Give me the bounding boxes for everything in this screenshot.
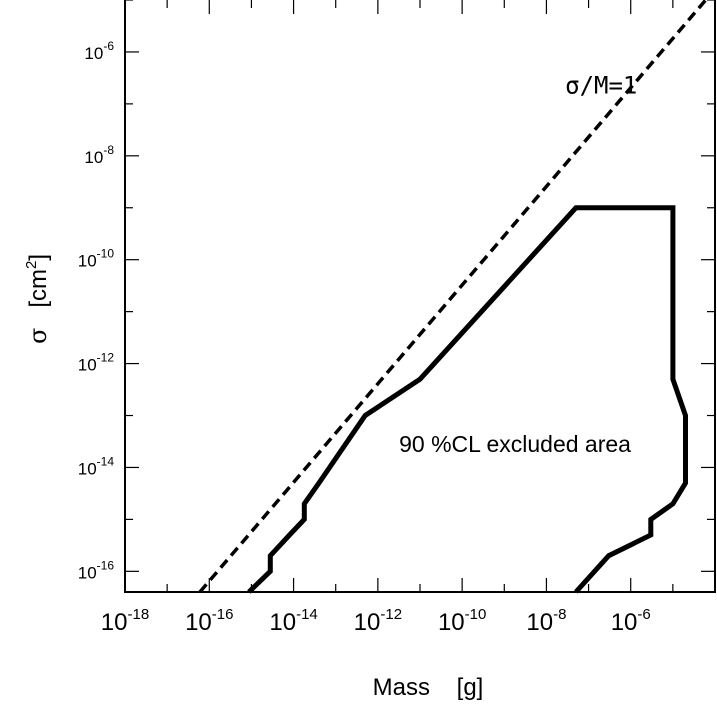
x-tick-label: 10-8: [526, 606, 566, 636]
x-tick-label: 10-10: [438, 606, 486, 636]
x-tick-label-base: 10: [101, 609, 128, 636]
annotation-excluded-area: 90 %CL excluded area: [399, 431, 631, 457]
x-tick-label: 10-12: [354, 606, 402, 636]
x-tick-label-exp: -12: [380, 606, 402, 623]
x-tick-label-exp: -10: [465, 606, 487, 623]
x-tick-label-exp: -18: [128, 606, 150, 623]
y-tick-label-exp: -10: [97, 247, 115, 261]
x-tick-label-base: 10: [269, 609, 296, 636]
y-tick-label-exp: -14: [97, 454, 115, 468]
y-axis-title-unit-sup: 2: [23, 261, 40, 269]
y-tick-label-base: 10: [78, 356, 97, 375]
annotation-layer: σ/M=1 90 %CL excluded area: [399, 71, 637, 457]
y-tick-label-exp: -6: [103, 39, 114, 53]
y-tick-label-base: 10: [78, 252, 97, 271]
y-tick-label: 10-12: [78, 351, 115, 375]
y-tick-label: 10-8: [84, 143, 114, 167]
y-tick-label-base: 10: [78, 459, 97, 478]
y-tick-label-exp: -8: [103, 143, 114, 157]
x-tick-label-base: 10: [354, 609, 381, 636]
x-axis-ticks: 10-18 10-16 10-14 10-12 10-10 10-8 10-6: [101, 0, 716, 636]
x-tick-label-exp: -14: [296, 606, 318, 623]
x-tick-label: 10-6: [611, 606, 651, 636]
x-tick-label-base: 10: [438, 609, 465, 636]
x-tick-label: 10-18: [101, 606, 149, 636]
y-tick-label: 10-6: [84, 39, 114, 63]
series-line-solid: [247, 205, 688, 594]
y-axis-title-symbol: σ: [24, 328, 52, 344]
y-tick-label-base: 10: [84, 44, 103, 63]
y-tick-label-base: 10: [78, 563, 97, 582]
y-tick-label-exp: -12: [97, 351, 115, 365]
series-line-dashed: [198, 0, 708, 594]
y-tick-label: 10-10: [78, 247, 115, 271]
x-tick-label: 10-14: [269, 606, 317, 636]
y-tick-label-base: 10: [84, 148, 103, 167]
x-tick-label-base: 10: [526, 609, 553, 636]
y-tick-label-exp: -16: [97, 558, 115, 572]
x-tick-label-exp: -8: [553, 606, 566, 623]
x-tick-label-base: 10: [611, 609, 638, 636]
x-tick-label-exp: -16: [212, 606, 234, 623]
x-tick-label-exp: -6: [637, 606, 650, 623]
x-tick-label: 10-16: [185, 606, 233, 636]
x-tick-label-base: 10: [185, 609, 212, 636]
y-axis-title-unit-close: ]: [25, 254, 52, 261]
y-tick-label: 10-16: [78, 558, 115, 582]
annotation-sigma-over-m: σ/M=1: [565, 71, 637, 99]
y-tick-label: 10-14: [78, 454, 115, 478]
x-axis-title: Mass [g]: [373, 674, 484, 701]
y-axis-title-unit: [cm: [25, 269, 52, 308]
y-axis-title: σ [cm2]: [23, 254, 52, 344]
series-layer: [198, 0, 708, 594]
